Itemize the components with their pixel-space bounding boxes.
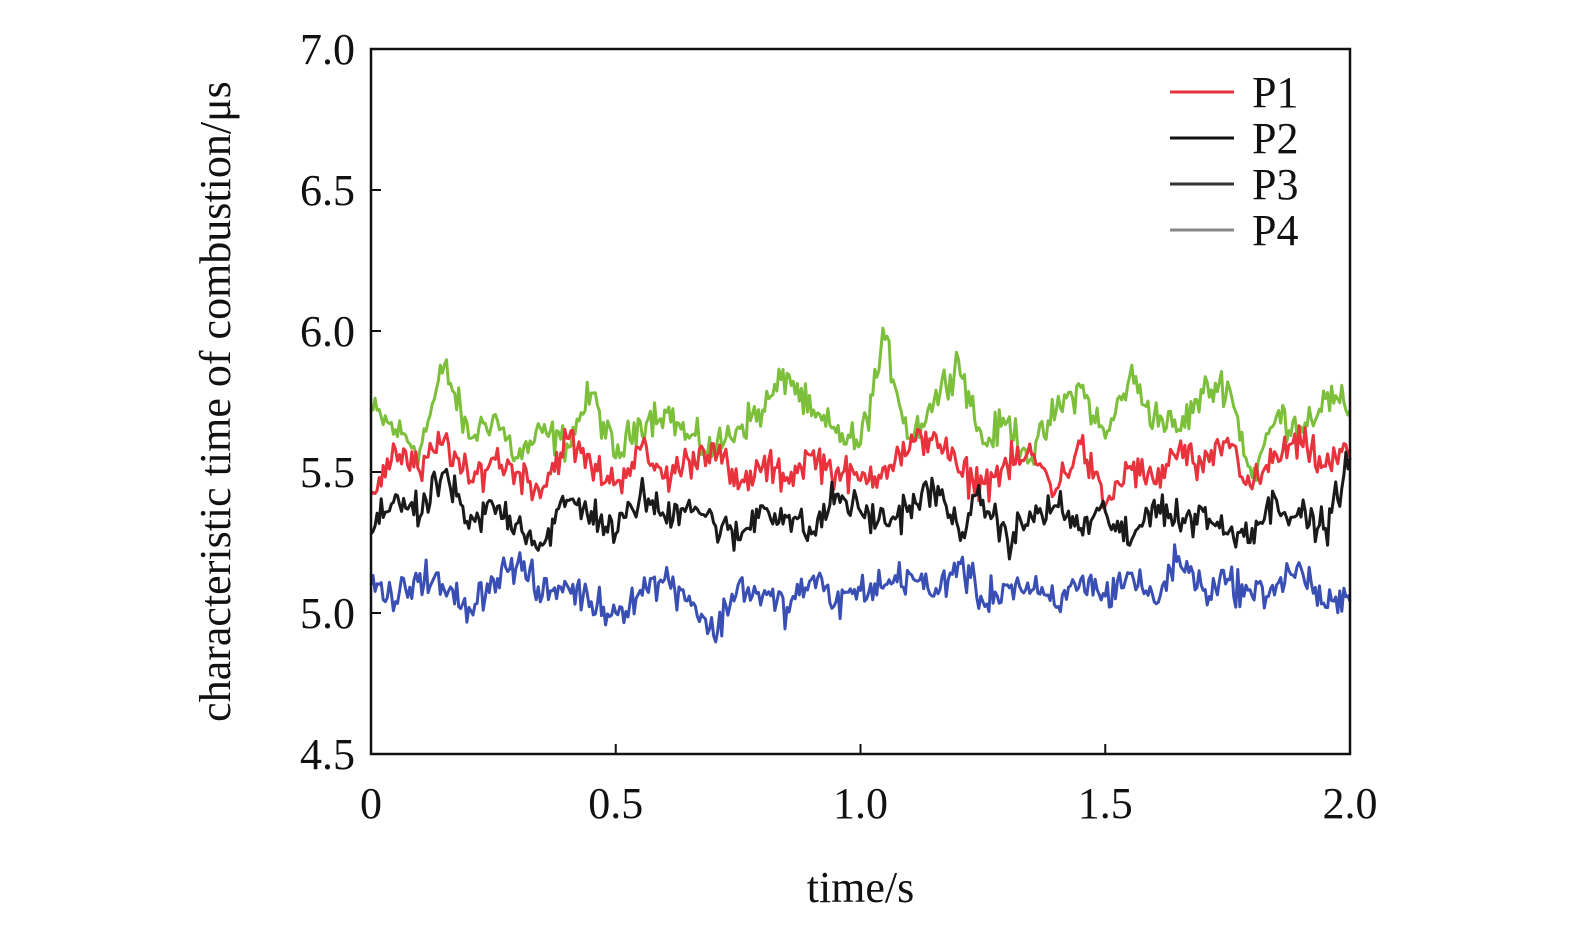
x-tick-label: 1.0: [833, 779, 888, 828]
series-layer: [369, 326, 1352, 644]
x-tick-label: 2.0: [1323, 779, 1378, 828]
y-axis: 4.5 5.0 5.5 6.0 6.5 7.0: [300, 25, 381, 779]
series-line-3: [369, 450, 1352, 561]
x-tick-label: 0: [360, 779, 382, 828]
x-tick-label: 0.5: [588, 779, 643, 828]
y-tick-label: 6.5: [300, 166, 355, 215]
y-tick-label: 7.0: [300, 25, 355, 74]
x-tick-label: 1.5: [1078, 779, 1133, 828]
legend-label: P2: [1252, 114, 1298, 163]
series-line-1: [371, 326, 1352, 482]
y-tick-label: 6.0: [300, 307, 355, 356]
y-tick-label: 5.5: [300, 448, 355, 497]
legend-label: P4: [1252, 206, 1298, 255]
y-axis-label: characteristic time of combustion/μs: [191, 81, 240, 722]
series-line-2: [369, 424, 1352, 510]
x-axis-label: time/s: [807, 863, 915, 912]
y-tick-label: 4.5: [300, 730, 355, 779]
legend-label: P1: [1252, 68, 1298, 117]
series-line-4: [369, 543, 1352, 644]
plot-frame: [369, 47, 1352, 756]
x-axis: 0 0.5 1.0 1.5 2.0: [360, 744, 1378, 828]
legend-label: P3: [1252, 160, 1298, 209]
y-tick-label: 5.0: [300, 589, 355, 638]
